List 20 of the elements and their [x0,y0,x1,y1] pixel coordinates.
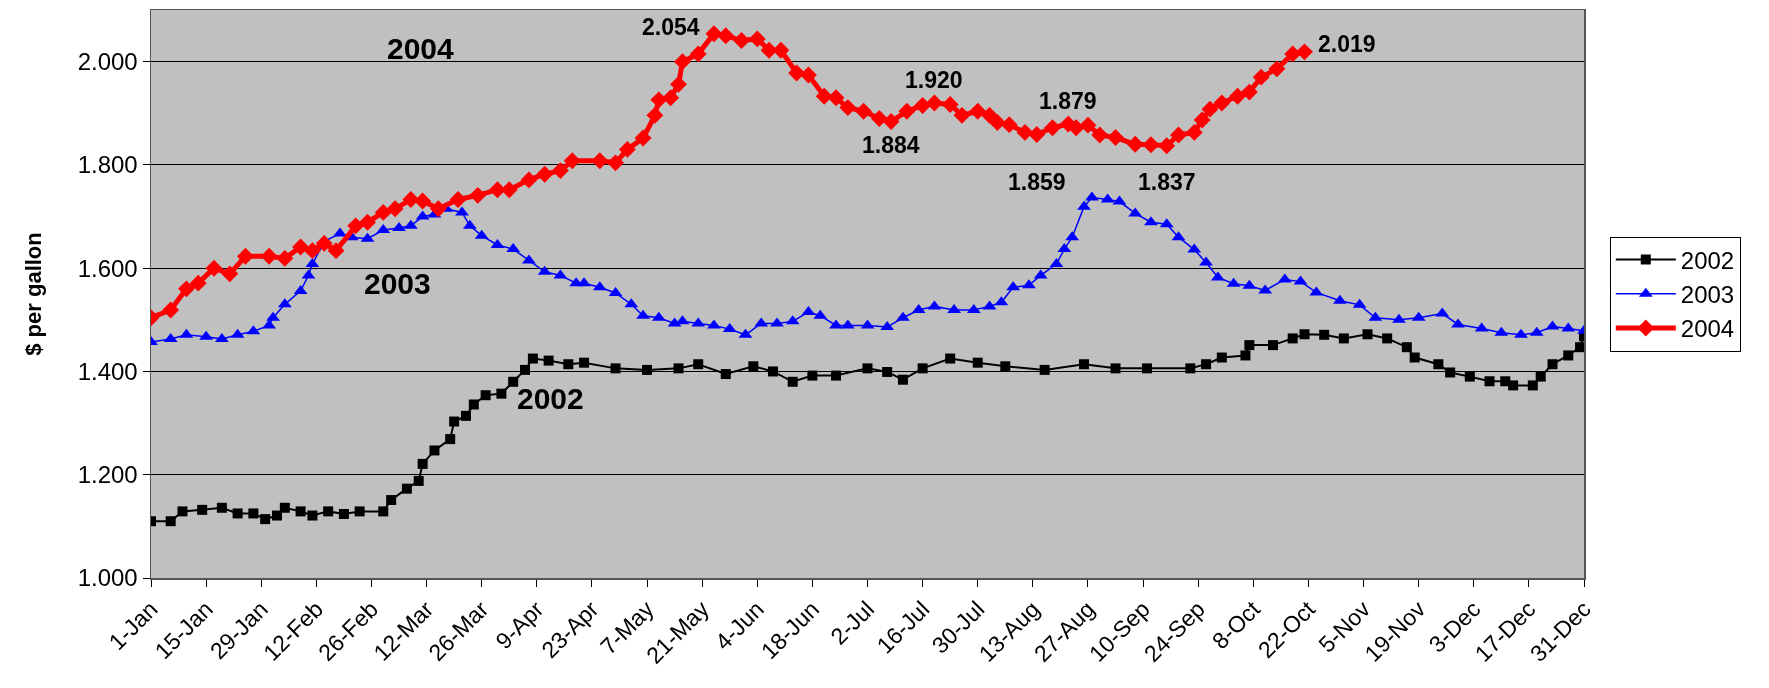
y-tick-label: 1.000 [77,564,138,592]
data-label: 1.837 [1138,169,1196,195]
legend-label: 2002 [1680,246,1735,274]
annotation: 2003 [364,267,431,300]
data-label: 2.019 [1318,31,1376,57]
y-tick-label: 1.200 [77,461,138,489]
data-label: 1.879 [1039,88,1097,114]
legend-label: 2003 [1680,281,1735,309]
y-tick-label: 1.400 [77,357,138,385]
y-tick-label: 1.600 [77,254,138,282]
data-label: 1.920 [905,67,963,93]
annotation: 2002 [517,382,584,415]
data-label: 1.884 [862,132,920,158]
annotation: 2004 [387,32,455,65]
data-label: 2.054 [642,14,700,40]
legend-label: 2004 [1680,315,1735,343]
y-tick-label: 1.800 [77,151,138,179]
y-tick-label: 2.000 [77,48,138,76]
data-label: 1.859 [1008,169,1066,195]
y-axis-title: $ per gallon [20,232,46,356]
